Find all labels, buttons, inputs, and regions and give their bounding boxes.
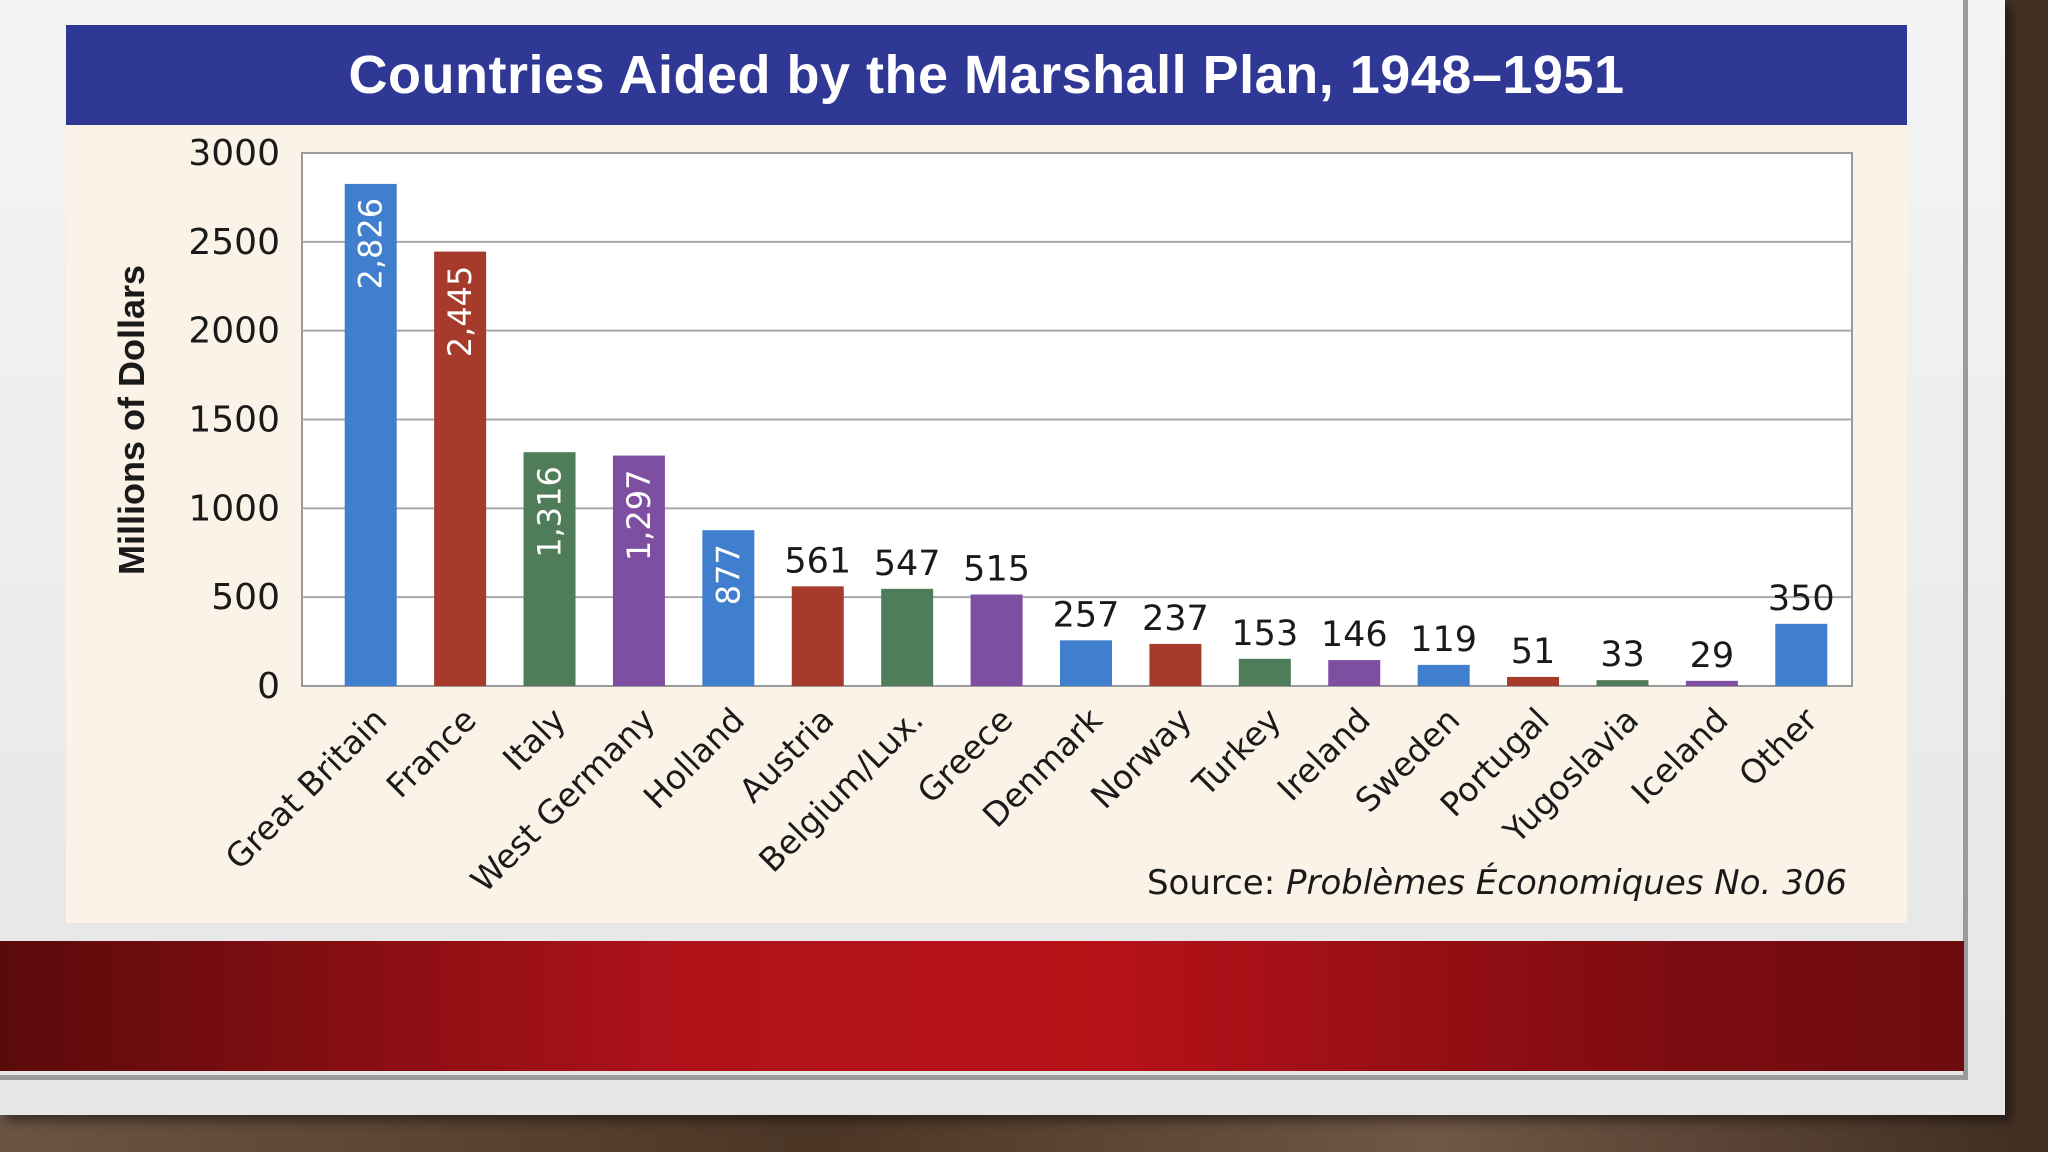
y-axis-ticks: 0 500 1000 1500 2000 2500 3000 [188,133,280,707]
bar-value-label: 547 [874,544,941,584]
source-note: Source: Problèmes Économiques No. 306 [1147,863,1847,903]
bar [1417,664,1470,686]
bar [970,594,1023,686]
bar-value-label: 1,297 [620,470,658,562]
slide-footer-band [0,941,1964,1071]
bar-value-label: 146 [1321,615,1388,655]
bar-value-label: 237 [1142,599,1209,639]
y-tick-label: 1000 [188,488,280,529]
source-publication: Problèmes Économiques No. 306 [1286,863,1847,903]
bar [344,183,397,686]
bar-value-label: 257 [1053,595,1120,635]
bar-chart: 0 500 1000 1500 2000 2500 3000 2,826 2,445 1,316… [111,133,1853,900]
x-category-label: Other [1731,700,1825,794]
bar [791,586,844,686]
bar-value-label: 119 [1410,620,1477,660]
bar [881,588,934,686]
bar [1238,658,1291,686]
y-tick-label: 3000 [188,133,280,174]
y-tick-label: 0 [257,666,280,707]
chart-title: Countries Aided by the Marshall Plan, 19… [348,45,1625,105]
bar [1685,680,1738,686]
x-category-label: Iceland [1624,700,1736,812]
source-prefix: Source: [1146,863,1276,903]
x-category-label: France [379,700,484,805]
y-tick-label: 2000 [188,311,280,352]
chart-title-bar: Countries Aided by the Marshall Plan, 19… [66,25,1907,125]
x-category-label: Norway [1083,700,1199,816]
y-tick-label: 500 [211,577,280,618]
bar [702,530,755,686]
x-category-label: Turkey [1184,700,1288,804]
bar [434,251,487,687]
bar-value-label: 29 [1690,636,1735,676]
bar-value-label: 153 [1231,614,1298,654]
bars [344,183,1828,687]
bar [1149,643,1202,686]
bar-value-label: 33 [1600,635,1645,675]
bar-value-label: 877 [709,544,747,605]
y-axis-label: Millions of Dollars [111,265,152,575]
bar [1328,660,1381,686]
bar-value-label: 51 [1511,632,1556,672]
data-labels: 2,826 2,445 1,316 1,297 877 561 547 515 257 237 15… [352,198,1835,676]
x-category-label: Holland [636,700,752,816]
bar-value-label: 515 [963,550,1030,590]
x-category-label: Great Britain [218,700,395,877]
bar-value-label: 350 [1768,579,1835,619]
bar-value-label: 1,316 [531,466,569,558]
y-tick-label: 2500 [188,222,280,263]
bar [1775,623,1828,686]
bar [612,455,665,686]
slide: Countries Aided by the Marshall Plan, 19… [0,0,2005,1115]
bar [1060,640,1112,686]
chart-panel: Countries Aided by the Marshall Plan, 19… [66,25,1907,923]
bar-value-label: 561 [784,541,851,581]
bar [523,452,576,686]
bar [1596,680,1649,686]
slide-frame [0,0,1968,1080]
bar-value-label: 2,445 [441,266,479,358]
y-tick-label: 1500 [188,400,280,441]
bar [1507,676,1560,686]
x-category-label: Italy [495,700,573,778]
bar-value-label: 2,826 [352,198,390,290]
